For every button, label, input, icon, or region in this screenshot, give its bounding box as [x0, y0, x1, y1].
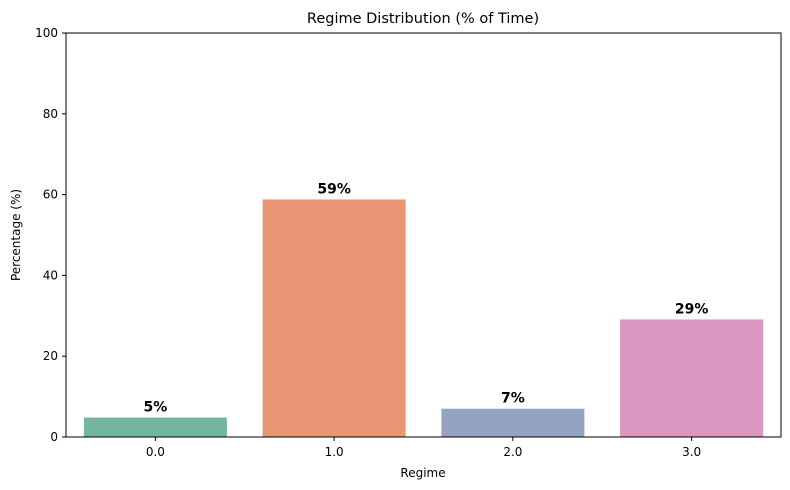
- y-tick-label: 100: [35, 26, 58, 40]
- bar-value-label: 5%: [143, 400, 167, 416]
- bars: [83, 199, 764, 437]
- bar-0.0: [83, 417, 227, 437]
- x-tick-label: 0.0: [146, 445, 165, 459]
- bar-3.0: [620, 319, 764, 437]
- y-tick-label: 40: [43, 268, 58, 282]
- x-axis: 0.0 1.0 2.0 3.0: [146, 437, 701, 459]
- bar-1.0: [262, 199, 406, 437]
- y-tick-label: 80: [43, 107, 58, 121]
- x-tick-label: 2.0: [503, 445, 522, 459]
- y-tick-label: 20: [43, 349, 58, 363]
- y-tick-label: 60: [43, 188, 58, 202]
- plot-area: 5% 59% 7% 29%: [65, 32, 782, 438]
- y-axis-label: Percentage (%): [9, 189, 23, 281]
- x-axis-label: Regime: [400, 466, 445, 480]
- y-axis: 0 20 40 60 80 100: [35, 26, 66, 444]
- bar-labels: 5% 59% 7% 29%: [143, 181, 708, 415]
- bar-value-label: 7%: [501, 391, 525, 407]
- bar-value-label: 59%: [317, 181, 351, 197]
- x-tick-label: 1.0: [325, 445, 344, 459]
- y-tick-label: 0: [50, 430, 58, 444]
- bar-value-label: 29%: [675, 301, 709, 317]
- x-tick-label: 3.0: [682, 445, 701, 459]
- plot-frame: [65, 32, 782, 438]
- chart-title: Regime Distribution (% of Time): [307, 11, 539, 27]
- bar-2.0: [441, 408, 585, 437]
